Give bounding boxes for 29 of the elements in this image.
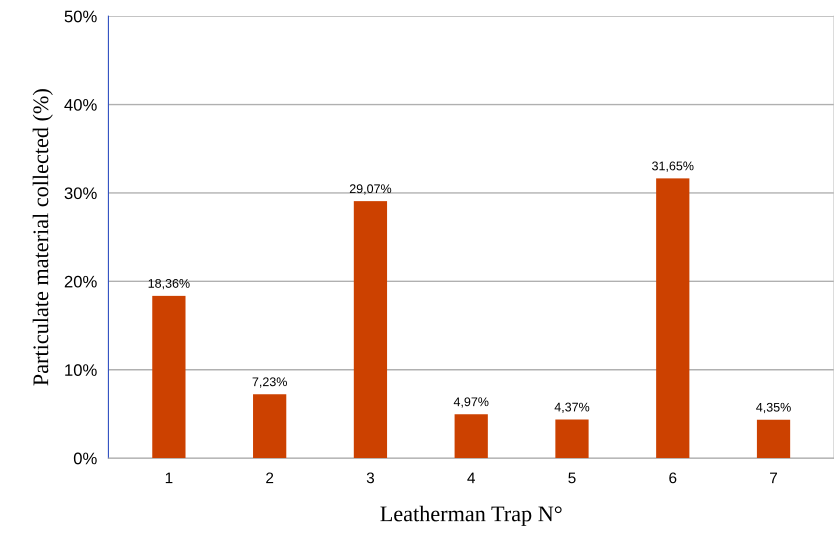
y-tick-label: 0% [74,452,97,464]
bar [656,178,690,458]
data-label: 4,97% [454,397,488,408]
bar [756,420,790,458]
x-tick-label: 3 [366,472,374,484]
x-tick-label: 2 [266,472,274,484]
bar [555,420,589,458]
bar [152,296,186,458]
data-label: 31,65% [652,162,694,172]
x-tick-label: 7 [770,472,778,484]
data-label: 7,23% [252,377,287,388]
data-label: 29,07% [350,184,392,195]
bar [454,414,488,458]
data-label: 4,37% [554,402,590,413]
bar [253,394,286,458]
x-axis-title: Leatherman Trap N° [380,506,562,526]
y-tick-label: 30% [64,187,97,200]
x-tick-label: 5 [568,472,576,484]
x-tick-label: 4 [467,472,476,484]
bar [354,201,388,458]
data-label: 4,35% [756,402,791,414]
y-tick-label: 10% [65,364,97,376]
y-tick-label: 20% [64,276,97,288]
data-label: 18,36% [148,278,190,290]
y-tick-label: 40% [64,98,97,111]
y-axis-title: Particulate material collected (%) [32,89,53,386]
x-tick-label: 1 [166,472,172,484]
y-tick-label: 50% [64,10,97,22]
x-tick-label: 6 [669,472,676,484]
